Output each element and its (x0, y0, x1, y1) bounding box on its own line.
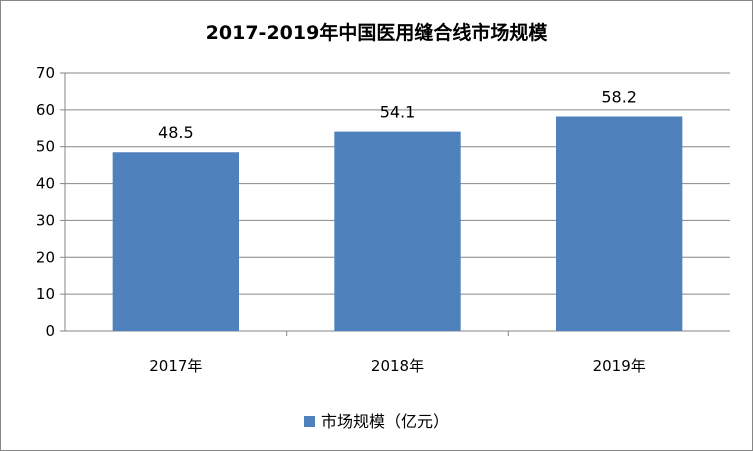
legend-label: 市场规模（亿元） (320, 412, 449, 431)
y-tick-label: 30 (36, 211, 55, 229)
x-tick-label: 2018年 (371, 357, 424, 375)
bar (334, 131, 461, 331)
x-tick-label: 2019年 (593, 357, 646, 375)
y-tick-label: 40 (36, 175, 55, 193)
y-tick-label: 50 (36, 138, 55, 156)
data-label: 58.2 (601, 87, 637, 106)
y-tick-label: 10 (36, 285, 55, 303)
data-label: 48.5 (158, 123, 194, 142)
chart-title: 2017-2019年中国医用缝合线市场规模 (205, 22, 548, 44)
bar (555, 116, 683, 332)
y-tick-label: 70 (36, 64, 55, 82)
y-tick-label: 0 (45, 322, 55, 340)
y-tick-label: 60 (36, 101, 55, 119)
bar (112, 152, 240, 331)
x-tick-label: 2017年 (149, 357, 202, 375)
data-label: 54.1 (380, 103, 416, 122)
legend: 市场规模（亿元） (0, 408, 753, 432)
legend-swatch (303, 416, 315, 427)
y-tick-label: 20 (36, 248, 55, 266)
